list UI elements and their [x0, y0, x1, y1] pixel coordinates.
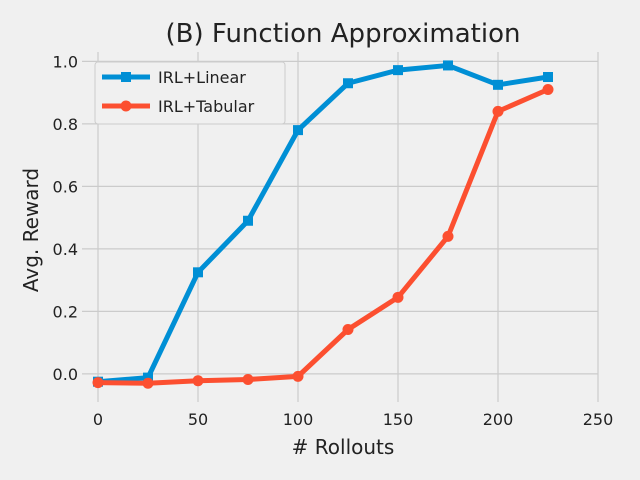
x-tick-label: 100: [283, 410, 314, 429]
x-tick-label: 250: [583, 410, 614, 429]
legend-item: IRL+Linear: [102, 68, 246, 87]
data-point: [342, 324, 354, 335]
y-tick-label: 0.2: [53, 302, 78, 321]
x-tick-label: 150: [383, 410, 414, 429]
data-point: [442, 230, 454, 242]
x-tick-label: 0: [93, 410, 103, 429]
legend-marker: [121, 72, 131, 82]
x-axis-label: # Rollouts: [292, 435, 395, 459]
grid: [82, 52, 599, 402]
chart-title: (B) Function Approximation: [166, 19, 521, 49]
data-point: [92, 377, 104, 389]
legend-label: IRL+Tabular: [158, 97, 255, 116]
series-line: [95, 62, 551, 385]
data-point: [492, 105, 504, 117]
legend-item: IRL+Tabular: [102, 97, 255, 116]
y-tick-label: 0.4: [53, 240, 78, 259]
data-point: [142, 377, 154, 389]
data-point: [293, 125, 303, 136]
data-point: [292, 370, 304, 382]
data-point: [443, 60, 453, 71]
y-axis-label: Avg. Reward: [19, 168, 43, 292]
data-point: [243, 215, 253, 226]
data-point: [242, 374, 254, 385]
data-point: [542, 84, 554, 95]
legend-marker: [120, 100, 132, 112]
data-point: [543, 72, 553, 82]
series-layer: [92, 60, 554, 389]
data-point: [393, 65, 403, 76]
tick-labels: 0 50 100 150 200 250 0.0 0.2 0.4 0.6 0.8 1.0: [53, 52, 614, 429]
y-tick-label: 0.0: [53, 365, 78, 384]
series-line: [95, 87, 551, 386]
data-point: [192, 375, 204, 387]
data-point: [493, 79, 503, 90]
legend-label: IRL+Linear: [158, 68, 246, 87]
x-tick-label: 200: [483, 410, 514, 429]
data-point: [392, 291, 404, 303]
data-point: [143, 372, 153, 383]
data-point: [343, 78, 353, 89]
y-tick-label: 0.8: [53, 115, 78, 134]
y-tick-label: 1.0: [53, 52, 78, 71]
series-irl-tabular: [92, 84, 554, 389]
y-tick-label: 0.6: [53, 177, 78, 196]
x-tick-label: 50: [188, 410, 208, 429]
legend: IRL+Linear IRL+Tabular: [94, 61, 286, 125]
data-point: [193, 267, 203, 278]
